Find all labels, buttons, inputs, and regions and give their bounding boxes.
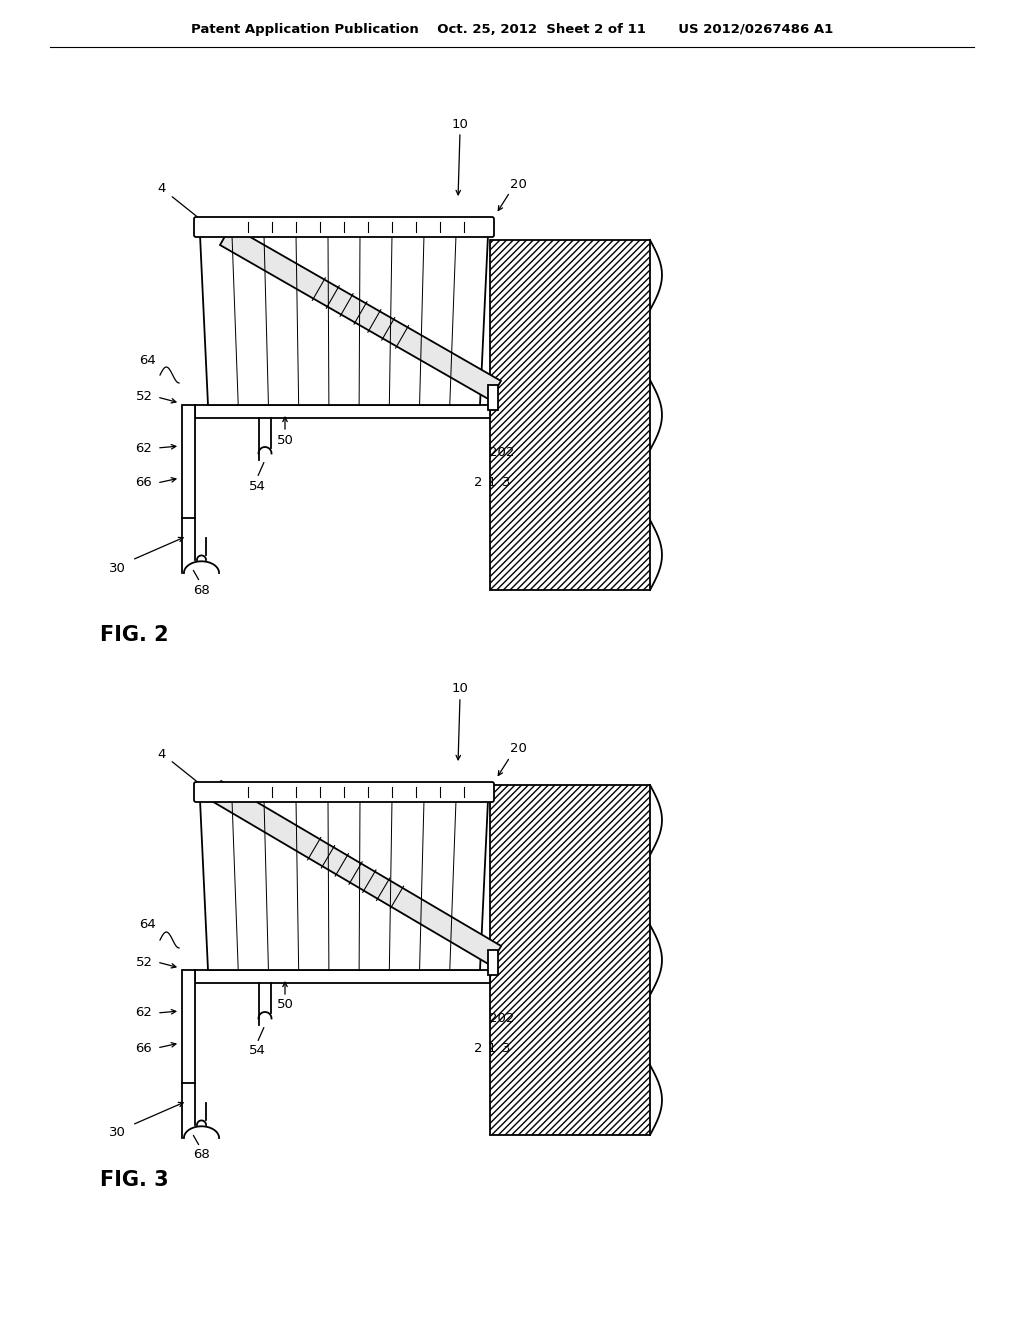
Text: 10: 10 (452, 117, 468, 131)
Polygon shape (200, 235, 488, 405)
Text: 64: 64 (138, 919, 156, 932)
Text: 60: 60 (307, 281, 324, 294)
Bar (195, 405, 490, 418)
Text: 66: 66 (135, 1041, 153, 1055)
Polygon shape (200, 800, 488, 970)
Text: Patent Application Publication    Oct. 25, 2012  Sheet 2 of 11       US 2012/026: Patent Application Publication Oct. 25, … (190, 24, 834, 37)
Text: 1: 1 (487, 1041, 497, 1055)
Polygon shape (210, 781, 501, 965)
Text: 50: 50 (276, 433, 294, 446)
Text: 2: 2 (474, 1041, 482, 1055)
Text: 20: 20 (510, 742, 526, 755)
Text: 20: 20 (510, 177, 526, 190)
Text: 1: 1 (487, 477, 497, 490)
Text: 52: 52 (135, 391, 153, 404)
Bar (490, 240, 650, 590)
Text: FIG. 3: FIG. 3 (100, 1170, 169, 1191)
Text: 54: 54 (249, 479, 265, 492)
Text: 64: 64 (138, 354, 156, 367)
Bar (488, 385, 498, 411)
Bar (195, 970, 490, 983)
Bar (182, 970, 195, 1082)
Text: 60: 60 (302, 842, 318, 854)
Text: 62: 62 (135, 1006, 153, 1019)
Text: 10: 10 (452, 682, 468, 696)
Text: 30: 30 (109, 561, 125, 574)
Text: 52: 52 (135, 956, 153, 969)
Bar (490, 785, 650, 1135)
Text: 4: 4 (158, 747, 166, 760)
Text: 202: 202 (489, 446, 515, 459)
Text: FIG. 2: FIG. 2 (100, 624, 169, 645)
FancyBboxPatch shape (194, 781, 494, 803)
Text: 68: 68 (194, 583, 210, 597)
Text: 66: 66 (135, 477, 153, 490)
Text: 202: 202 (489, 1011, 515, 1024)
Bar (182, 405, 195, 517)
Text: 3: 3 (502, 1041, 510, 1055)
Text: 3: 3 (502, 477, 510, 490)
Text: 30: 30 (109, 1126, 125, 1139)
Text: 68: 68 (194, 1148, 210, 1162)
FancyBboxPatch shape (194, 216, 494, 238)
Bar (490, 240, 650, 590)
Bar (490, 785, 650, 1135)
Text: 54: 54 (249, 1044, 265, 1057)
Polygon shape (220, 226, 501, 400)
Text: 50: 50 (276, 998, 294, 1011)
Text: 62: 62 (135, 441, 153, 454)
Bar (488, 950, 498, 975)
Text: 2: 2 (474, 477, 482, 490)
Text: 4: 4 (158, 182, 166, 195)
